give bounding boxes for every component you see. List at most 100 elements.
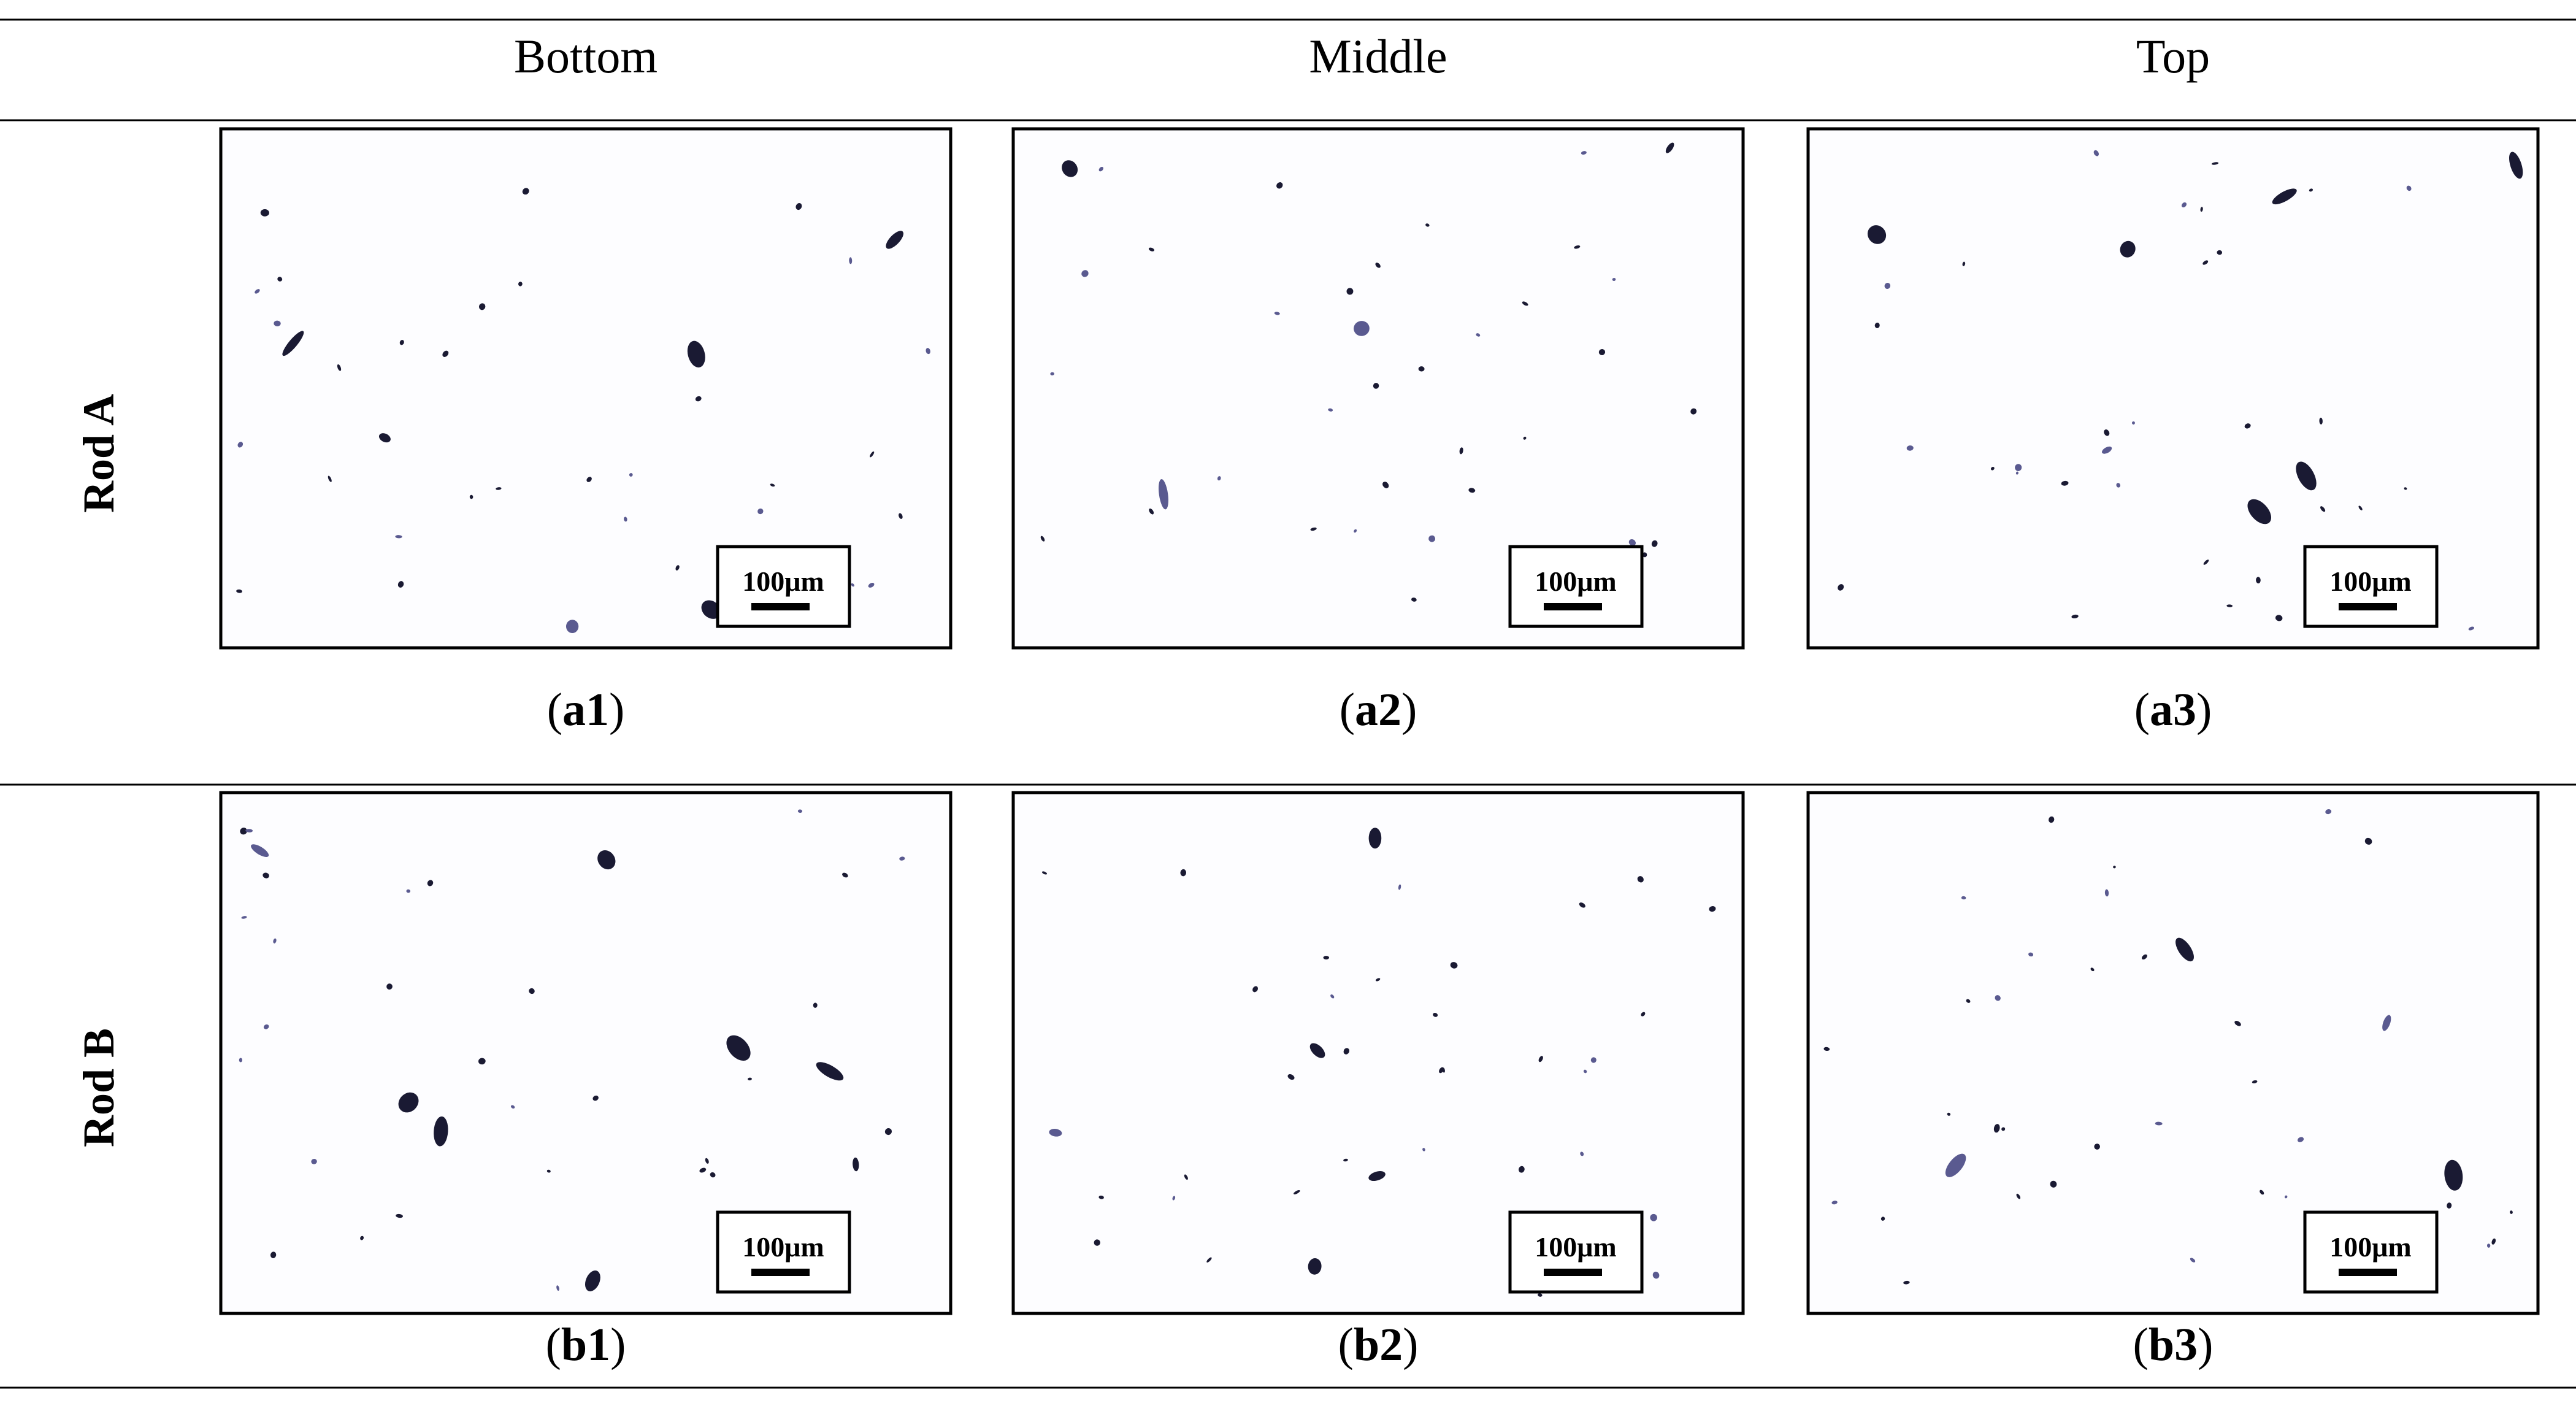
pore — [478, 303, 486, 310]
pore — [2486, 1243, 2491, 1248]
pore — [1368, 1171, 1386, 1182]
caption-open: ( — [1338, 1319, 1354, 1370]
pore — [434, 1116, 448, 1147]
scale-bar-box — [1508, 545, 1644, 628]
caption-open: ( — [546, 1319, 561, 1370]
pore — [813, 1002, 818, 1008]
caption-close: ) — [609, 684, 624, 736]
caption-close: ) — [1401, 684, 1417, 736]
caption-close: ) — [2198, 1319, 2213, 1370]
pore — [1966, 999, 1971, 1003]
pore — [1343, 1048, 1350, 1055]
pore — [1422, 1148, 1425, 1151]
scale-bar-label: 100μm — [1535, 1231, 1616, 1263]
pore — [2404, 487, 2407, 490]
pore — [1343, 1158, 1348, 1162]
pore — [1180, 869, 1187, 877]
pore — [1433, 1012, 1438, 1017]
pore — [337, 364, 342, 371]
pore — [1637, 876, 1644, 883]
pore — [2217, 250, 2223, 255]
pore — [427, 880, 434, 886]
pore — [2200, 207, 2203, 212]
pore — [240, 828, 247, 835]
pore — [1368, 828, 1382, 849]
pore — [1354, 529, 1357, 533]
pore — [1354, 321, 1370, 336]
pore — [397, 581, 404, 588]
pore — [2028, 952, 2034, 957]
pore — [1323, 956, 1330, 959]
pore — [1328, 408, 1333, 412]
pore — [282, 331, 304, 356]
pore — [585, 1270, 600, 1291]
pore — [2050, 1180, 2057, 1188]
caption-label: a1 — [562, 684, 609, 736]
pore — [899, 856, 905, 861]
panel-caption: (a3) — [2134, 684, 2212, 736]
pore — [1874, 322, 1880, 328]
pore — [1373, 383, 1379, 389]
pore — [2382, 1015, 2391, 1031]
pore — [797, 809, 803, 813]
scale-bar-box — [2303, 1210, 2439, 1294]
pore — [1945, 1153, 1966, 1177]
pore — [2181, 202, 2187, 208]
pore — [2358, 505, 2363, 510]
scale-bar — [2339, 603, 2397, 610]
pore — [2296, 461, 2317, 491]
pore — [2406, 185, 2412, 191]
pore — [263, 872, 269, 878]
pore — [2364, 837, 2372, 845]
pore — [2444, 1159, 2463, 1191]
caption-open: ( — [2133, 1319, 2149, 1370]
pore — [1310, 527, 1317, 531]
pore — [1274, 312, 1280, 315]
panel-caption: (a1) — [547, 684, 625, 736]
pore — [1330, 994, 1335, 999]
pore — [1947, 1112, 1951, 1116]
pore — [2284, 1195, 2288, 1199]
pore — [270, 1251, 277, 1258]
pore — [592, 1095, 599, 1101]
pore — [1991, 466, 1995, 471]
pore — [2510, 1210, 2513, 1214]
pore — [586, 477, 592, 482]
pore — [2325, 809, 2332, 815]
pore — [510, 1105, 515, 1109]
pore — [2175, 937, 2194, 962]
scale-bar-label: 100μm — [742, 566, 824, 597]
pore — [868, 583, 875, 588]
scale-bar-label: 100μm — [1535, 566, 1616, 597]
pore — [1652, 1271, 1660, 1279]
pore — [1049, 1129, 1062, 1137]
pore — [1581, 151, 1587, 155]
pore — [1428, 535, 1436, 542]
pore — [1149, 508, 1154, 515]
pore — [546, 1169, 551, 1173]
pore — [1411, 598, 1417, 602]
pore — [1159, 479, 1168, 510]
pore — [1287, 1074, 1295, 1080]
pore — [395, 535, 402, 539]
pore — [1523, 436, 1527, 440]
pore — [1252, 986, 1259, 993]
pore — [2049, 816, 2055, 823]
pore — [1583, 1069, 1587, 1074]
pore — [2104, 889, 2109, 897]
pore — [406, 889, 411, 893]
pore — [469, 494, 473, 499]
pore — [311, 1159, 317, 1164]
caption-label: a2 — [1355, 684, 1401, 736]
pore — [2468, 626, 2475, 631]
scale-bar — [751, 1269, 810, 1276]
pore — [1206, 1257, 1212, 1263]
caption-label: b3 — [2149, 1319, 2198, 1370]
pore — [849, 257, 853, 264]
caption-open: ( — [2134, 684, 2150, 736]
pore — [273, 938, 277, 944]
panel-caption: (b2) — [1338, 1319, 1419, 1370]
pore — [597, 850, 616, 870]
pore — [795, 203, 802, 210]
pore — [842, 872, 848, 878]
